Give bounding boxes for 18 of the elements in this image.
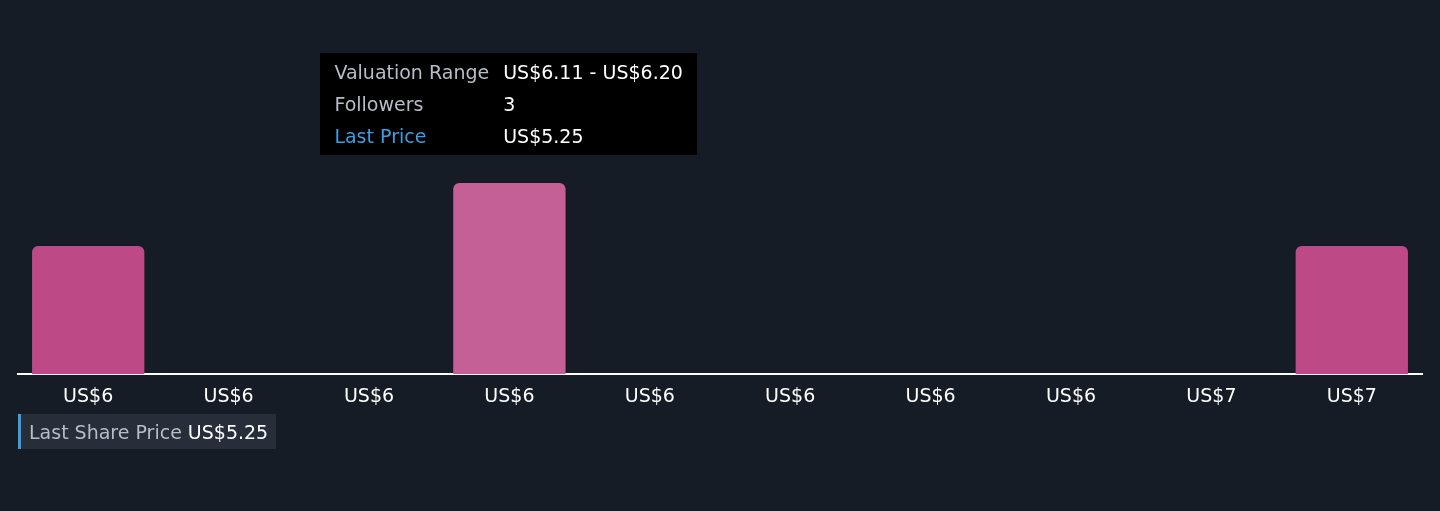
x-tick-label: US$7 [1326, 383, 1377, 406]
text: US$6.11 - US$6.20 [503, 61, 683, 83]
x-tick-label: US$6 [1045, 383, 1097, 406]
text: US$5.25 [503, 125, 585, 147]
x-tick-label: US$6 [63, 383, 114, 406]
x-tick-label: US$6 [905, 383, 956, 406]
text: Last Price [334, 125, 428, 147]
text: Valuation Range [334, 61, 490, 83]
text: Followers [334, 93, 425, 115]
text: Last Share Price [29, 420, 182, 443]
x-tick-label: US$6 [624, 383, 675, 406]
x-tick-label: US$6 [203, 383, 254, 406]
x-tick-label: US$6 [765, 383, 816, 406]
x-tick-label: US$6 [343, 383, 395, 406]
x-tick-label: US$7 [1186, 383, 1237, 406]
x-tick-label: US$6 [484, 383, 535, 406]
text: US$5.25 [187, 420, 269, 443]
text: 3 [503, 93, 517, 115]
